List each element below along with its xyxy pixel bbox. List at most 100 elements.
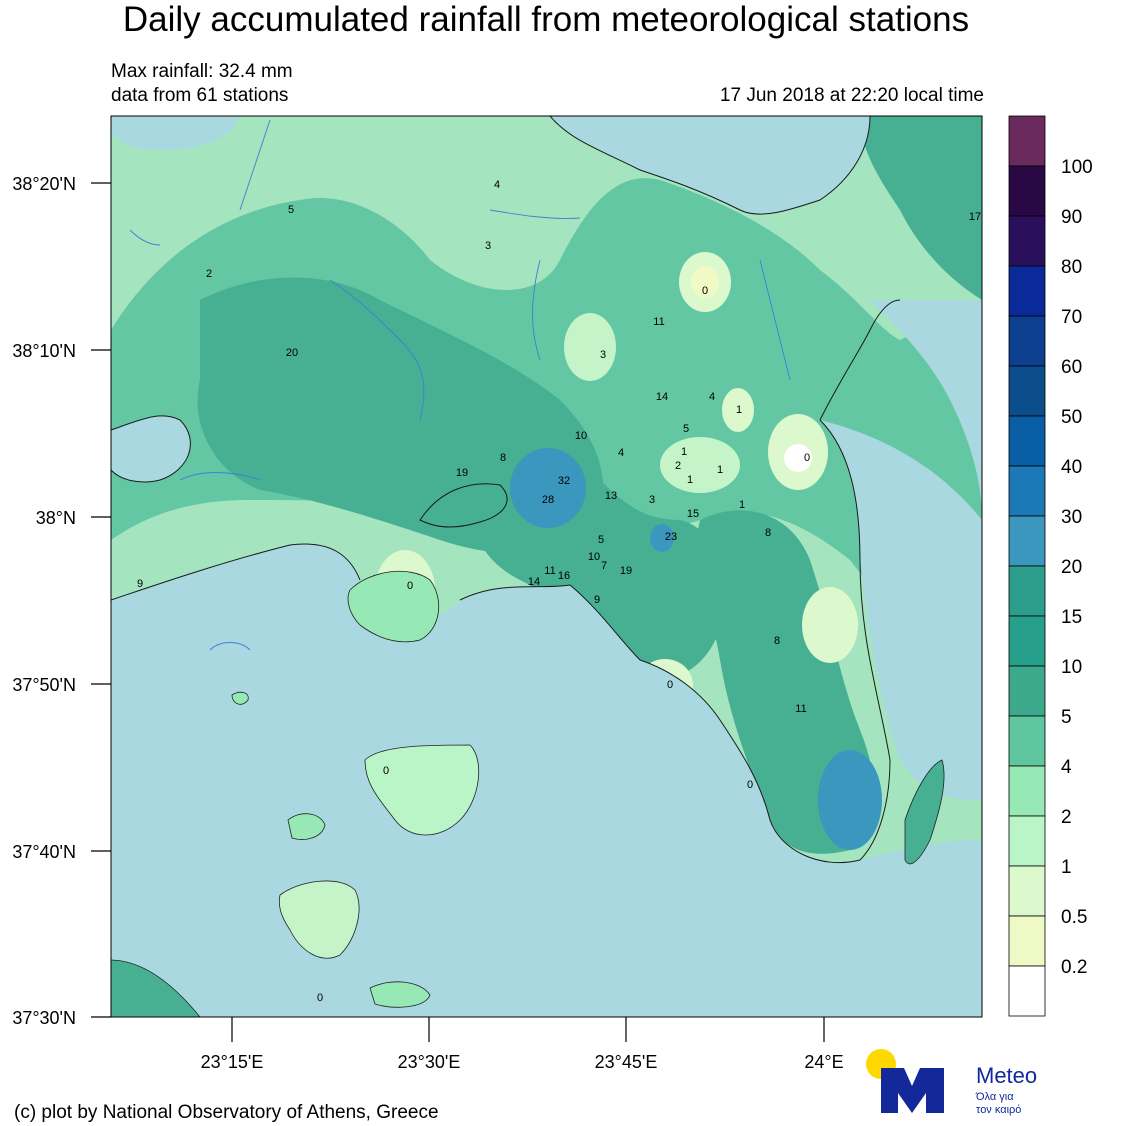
legend-label: 40 (1061, 457, 1082, 478)
lat-tick-label: 38°10'N (12, 341, 76, 361)
legend-swatch (1008, 365, 1046, 417)
station-value-label: 14 (528, 576, 540, 588)
legend-swatch (1008, 865, 1046, 917)
legend-label: 50 (1061, 407, 1082, 428)
lon-tick-label: 23°15'E (201, 1052, 264, 1072)
lat-tick-label: 37°30'N (12, 1008, 76, 1028)
station-count-text: data from 61 stations (111, 85, 289, 106)
credit-text: (c) plot by National Observatory of Athe… (14, 1102, 439, 1123)
station-value-label: 4 (494, 179, 500, 191)
coastlines (111, 116, 901, 864)
page-title: Daily accumulated rainfall from meteorol… (122, 0, 970, 39)
legend-swatch (1008, 265, 1046, 317)
lon-tick-label: 23°45'E (595, 1052, 658, 1072)
station-value-label: 28 (542, 494, 554, 506)
station-value-label: 32 (558, 475, 570, 487)
legend-label: 2 (1061, 807, 1072, 828)
legend-swatch (1008, 615, 1046, 667)
station-value-label: 8 (500, 452, 506, 464)
max-rainfall-text: Max rainfall: 32.4 mm (111, 61, 293, 82)
station-value-label: 5 (598, 534, 604, 546)
legend-swatch (1008, 115, 1046, 167)
legend-label: 60 (1061, 357, 1082, 378)
station-value-label: 0 (667, 679, 673, 691)
station-value-label: 2 (675, 460, 681, 472)
station-value-label: 5 (683, 423, 689, 435)
legend-swatch (1008, 915, 1046, 967)
station-value-label: 9 (137, 578, 143, 590)
map-area (111, 116, 982, 1017)
legend-label: 4 (1061, 757, 1072, 778)
legend-label: 30 (1061, 507, 1082, 528)
legend-swatch (1008, 465, 1046, 517)
station-value-label: 8 (765, 527, 771, 539)
station-value-label: 1 (736, 404, 742, 416)
logo-tagline-1: Όλα για (975, 1091, 1014, 1103)
lat-tick-label: 38°20'N (12, 174, 76, 194)
legend-swatch (1008, 515, 1046, 567)
station-value-label: 19 (456, 467, 468, 479)
legend-swatch (1008, 665, 1046, 717)
rainfall-field (111, 116, 982, 1017)
legend-swatch (1008, 415, 1046, 467)
legend-label: 70 (1061, 307, 1082, 328)
station-value-label: 4 (618, 447, 624, 459)
station-value-label: 13 (605, 490, 617, 502)
legend-label: 1 (1061, 857, 1072, 878)
latitude-axis: 38°20'N 38°10'N 38°N 37°50'N 37°40'N 37°… (12, 174, 111, 1028)
station-value-label: 20 (286, 347, 298, 359)
station-value-label: 0 (407, 580, 413, 592)
station-value-label: 23 (665, 531, 677, 543)
station-value-label: 8 (774, 635, 780, 647)
timestamp-text: 17 Jun 2018 at 22:20 local time (719, 85, 984, 106)
logo-name: Meteo (976, 1063, 1037, 1088)
legend-swatch (1008, 715, 1046, 767)
legend-label: 5 (1061, 707, 1072, 728)
logo-tagline-2: τον καιρό (976, 1104, 1021, 1116)
station-value-label: 0 (702, 285, 708, 297)
station-value-label: 11 (653, 316, 664, 328)
lat-tick-label: 37°50'N (12, 675, 76, 695)
legend-swatch (1008, 165, 1046, 217)
legend-label: 0.2 (1061, 957, 1087, 978)
legend-label: 100 (1061, 157, 1093, 178)
station-value-label: 0 (747, 779, 753, 791)
station-value-label: 7 (601, 560, 607, 572)
station-value-label: 2 (206, 268, 212, 280)
legend-swatch (1008, 215, 1046, 267)
station-value-label: 4 (709, 391, 715, 403)
station-value-label: 19 (620, 565, 632, 577)
legend-swatch (1008, 965, 1046, 1017)
lon-tick-label: 24°E (804, 1052, 843, 1072)
station-value-label: 9 (594, 594, 600, 606)
legend-label: 10 (1061, 657, 1082, 678)
lon-tick-label: 23°30'E (398, 1052, 461, 1072)
legend-swatch (1008, 315, 1046, 367)
map-frame (110, 115, 983, 1018)
station-value-label: 3 (485, 240, 491, 252)
legend-swatch (1008, 765, 1046, 817)
lat-tick-label: 37°40'N (12, 842, 76, 862)
station-value-label: 3 (649, 494, 655, 506)
station-value-label: 0 (383, 765, 389, 777)
legend-label: 0.5 (1061, 907, 1087, 928)
legend-swatch (1008, 815, 1046, 867)
lat-tick-label: 38°N (36, 508, 76, 528)
station-value-label: 1 (717, 464, 723, 476)
m-logo-icon (881, 1068, 944, 1113)
station-value-label: 1 (681, 446, 687, 458)
legend-label: 90 (1061, 207, 1082, 228)
station-value-label: 1 (687, 474, 693, 486)
station-value-label: 0 (317, 992, 323, 1004)
rivers (129, 119, 791, 651)
station-value-label: 11 (544, 565, 555, 577)
station-value-label: 0 (804, 452, 810, 464)
color-legend: 100 90 80 70 60 50 40 30 20 15 10 5 4 2 1 0.5 0.2 (1008, 115, 1093, 1017)
legend-label: 20 (1061, 557, 1082, 578)
islands (111, 570, 945, 1017)
station-value-label: 11 (795, 703, 806, 715)
station-value-label: 10 (588, 551, 600, 563)
station-value-label: 14 (656, 391, 668, 403)
